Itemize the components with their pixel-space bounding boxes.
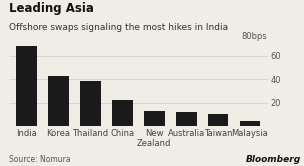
Text: Bloomberg: Bloomberg [246,155,301,164]
Text: Leading Asia: Leading Asia [9,2,94,15]
Bar [240,122,260,126]
Bar [16,46,37,126]
Bar [112,100,133,126]
Text: 80bps: 80bps [242,32,268,41]
Bar [176,112,197,126]
Bar [208,114,228,126]
Bar [48,76,69,126]
Text: Source: Nomura: Source: Nomura [9,155,71,164]
Bar [80,82,101,126]
Text: Offshore swaps signaling the most hikes in India: Offshore swaps signaling the most hikes … [9,23,228,32]
Bar [144,111,165,126]
